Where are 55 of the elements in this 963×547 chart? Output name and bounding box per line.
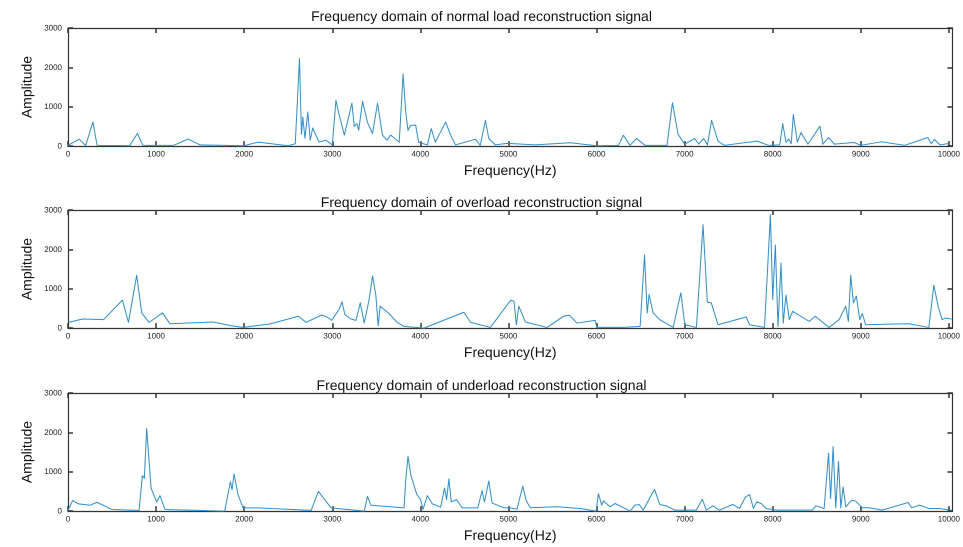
x-tick-label: 2000	[235, 150, 254, 159]
y-tick-label: 3000	[44, 24, 63, 32]
x-tick-label: 4000	[411, 150, 430, 159]
x-tick-label: 5000	[500, 332, 518, 341]
x-tick-label: 0	[66, 332, 71, 341]
x-tick-label: 7000	[676, 150, 694, 159]
y-tick-label: 0	[58, 324, 63, 333]
x-tick-label: 6000	[588, 332, 606, 341]
x-axis-title: Frequency(Hz)	[464, 527, 556, 543]
y-tick-label: 0	[58, 506, 63, 516]
x-tick-label: 5000	[500, 150, 518, 159]
x-tick-label: 2000	[235, 332, 254, 341]
x-tick-label: 10000	[938, 514, 961, 524]
x-tick-label: 9000	[852, 514, 870, 524]
x-axis-title: Frequency(Hz)	[464, 344, 556, 360]
x-tick-label: 4000	[411, 332, 430, 341]
x-tick-label: 3000	[323, 332, 342, 341]
x-tick-label: 3000	[323, 150, 342, 159]
x-tick-label: 8000	[764, 514, 782, 524]
x-tick-label: 10000	[938, 332, 961, 341]
x-tick-label: 9000	[852, 332, 870, 341]
x-tick-label: 3000	[323, 514, 342, 524]
y-tick-label: 2000	[44, 244, 63, 254]
x-tick-label: 9000	[852, 150, 870, 159]
x-tick-label: 5000	[500, 514, 518, 524]
x-tick-label: 1000	[147, 514, 166, 524]
x-axis-title: Frequency(Hz)	[464, 162, 556, 178]
x-tick-label: 8000	[764, 150, 782, 159]
x-tick-label: 7000	[676, 332, 694, 341]
y-tick-label: 2000	[44, 428, 63, 437]
x-tick-label: 1000	[147, 332, 166, 341]
y-axis-title: Amplitude	[18, 238, 34, 300]
x-tick-label: 10000	[938, 150, 961, 159]
x-tick-label: 6000	[588, 150, 606, 159]
line-series	[68, 58, 950, 146]
y-tick-label: 1000	[44, 284, 63, 294]
y-axis-title: Amplitude	[18, 56, 34, 118]
y-tick-label: 2000	[44, 62, 63, 72]
x-tick-label: 8000	[764, 332, 782, 341]
y-tick-label: 0	[58, 142, 63, 151]
y-tick-label: 1000	[44, 467, 63, 476]
y-tick-label: 1000	[44, 102, 63, 112]
y-tick-label: 3000	[44, 206, 63, 214]
y-axis-title: Amplitude	[18, 420, 34, 484]
x-tick-label: 0	[66, 514, 71, 524]
x-tick-label: 2000	[235, 514, 254, 524]
x-tick-label: 6000	[588, 514, 606, 524]
x-tick-label: 4000	[411, 514, 430, 524]
x-tick-label: 1000	[147, 150, 166, 159]
chart-title: Frequency domain of overload reconstruction signal	[320, 194, 642, 210]
chart-title: Frequency domain of underload reconstruction signal	[316, 377, 646, 393]
y-tick-label: 3000	[44, 388, 63, 398]
chart-title: Frequency domain of normal load reconstruction signal	[311, 8, 652, 24]
x-tick-label: 7000	[676, 514, 694, 524]
x-tick-label: 0	[66, 150, 71, 159]
